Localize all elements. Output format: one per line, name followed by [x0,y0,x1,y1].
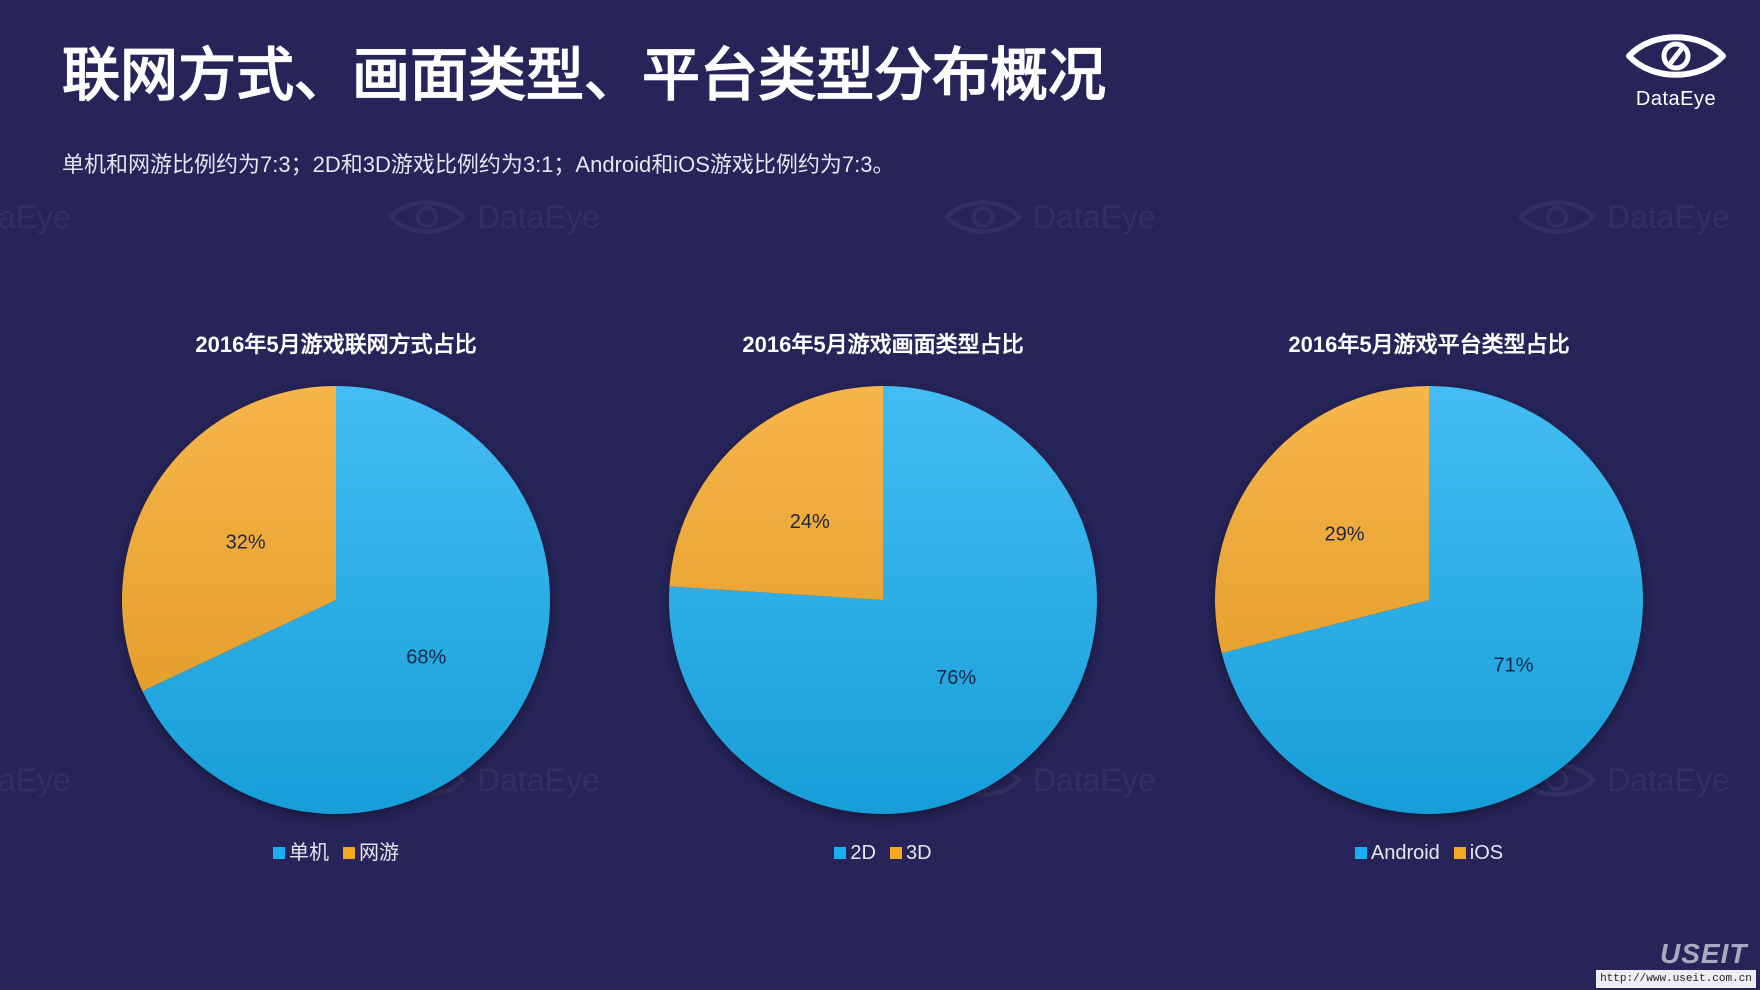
network-type-pie-data-label-2: 32% [226,532,266,554]
legend-item: iOS [1453,839,1504,867]
network-type-pie: 68% 32% [122,386,551,814]
useit-url: http://www.useit.com.cn [1596,970,1756,988]
legend-swatch [273,847,285,859]
chart-title: 2016年5月游戏平台类型占比 [1288,332,1570,357]
legend-label: 单机 [289,842,329,864]
dataeye-eye-icon [1626,34,1726,78]
network-type-pie-data-label-1: 68% [406,646,446,668]
watermark: DataEye [0,197,71,237]
watermark-text: DataEye [0,762,71,798]
platform-type-pie-slice-1 [1221,386,1643,814]
legend-swatch [343,847,355,859]
platform-type-pie-data-label-2: 29% [1324,523,1364,545]
graphics-type-pie-slice-1 [668,386,1097,814]
watermark: DataEye [941,197,1156,237]
legend-swatch [834,847,847,859]
legend-item: 2D [834,839,876,867]
legend-item: 3D [890,839,932,867]
dataeye-logo: DataEye [1620,30,1732,114]
legend-label: 网游 [359,842,399,864]
watermark-eye-icon [943,200,1023,234]
legend-label: iOS [1469,842,1504,864]
watermark: DataEye [0,760,71,800]
chart-title: 2016年5月游戏联网方式占比 [195,332,477,357]
watermark-text: DataEye [1607,199,1730,235]
platform-type-pie: 71% 29% [1214,386,1643,814]
platform-type-pie-slice-2 [1214,386,1429,654]
watermark: DataEye [385,197,600,237]
legend-swatch [1354,847,1367,859]
legend-swatch [1453,847,1466,859]
watermark-eye-icon [1517,200,1597,234]
graphics-type-pie-data-label-2: 24% [790,511,830,533]
watermark: DataEye [1515,197,1730,237]
legend-label: 3D [906,842,932,864]
graphics-type-pie-slice-2 [669,386,883,600]
page-subtitle: 单机和网游比例约为7:3；2D和3D游戏比例约为3:1；Android和iOS游… [62,152,895,177]
page-title: 联网方式、画面类型、平台类型分布概况 [62,43,1107,108]
graphics-type-pie: 76% 24% [668,386,1097,814]
platform-type-chart: 2016年5月游戏平台类型占比 71% 29% Android iOS [1189,325,1669,870]
legend-item: 单机 [273,839,329,867]
logo-text: DataEye [1635,88,1717,110]
chart-legend: 2D 3D [643,839,1123,867]
platform-type-pie-data-label-1: 71% [1493,655,1533,677]
legend-item: Android [1354,839,1440,867]
useit-brand: USEIT [1660,938,1748,969]
chart-legend: Android iOS [1189,839,1669,867]
legend-swatch [890,847,902,859]
legend-label: 2D [850,842,876,864]
network-type-pie-slice-2 [122,386,336,692]
legend-label: Android [1370,842,1440,864]
network-type-chart: 2016年5月游戏联网方式占比 68% 32% 单机 网游 [96,325,576,870]
chart-title: 2016年5月游戏画面类型占比 [742,332,1024,357]
legend-item: 网游 [343,839,399,867]
watermark-eye-icon [387,200,467,234]
chart-legend: 单机 网游 [96,839,576,867]
network-type-pie-slice-1 [142,386,551,814]
watermark-text: DataEye [0,199,71,235]
graphics-type-chart: 2016年5月游戏画面类型占比 76% 24% 2D 3D [643,325,1123,870]
watermark-text: DataEye [477,199,600,235]
graphics-type-pie-data-label-1: 76% [936,667,976,689]
watermark-text: DataEye [1033,199,1156,235]
